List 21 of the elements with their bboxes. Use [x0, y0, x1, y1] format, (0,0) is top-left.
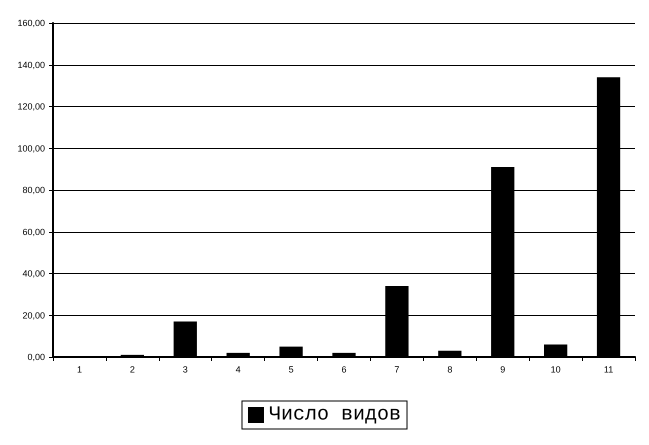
x-tick-label: 11: [604, 364, 614, 374]
x-tick-label: 8: [447, 364, 452, 374]
y-tick-label: 20,00: [22, 310, 45, 320]
y-tick-label: 140,00: [17, 60, 45, 70]
x-tick-label: 4: [236, 364, 241, 374]
x-tick-label: 1: [76, 364, 82, 374]
y-tick-label: 120,00: [17, 102, 45, 112]
x-tick-label: 3: [182, 364, 188, 374]
y-tick-label: 160,00: [17, 18, 45, 28]
x-tick-label: 10: [550, 364, 561, 374]
x-tick-label: 9: [500, 364, 506, 374]
y-tick-label: 100,00: [17, 143, 45, 154]
x-tick-label: 2: [130, 364, 135, 374]
y-tick-label: 0,00: [27, 352, 45, 362]
x-tick-label: 7: [394, 364, 400, 374]
x-tick-label: 5: [288, 364, 294, 374]
y-tick-label: 60,00: [22, 226, 45, 237]
y-tick-label: 40,00: [22, 268, 45, 278]
legend-label: Число видов: [268, 404, 402, 426]
x-tick-label: 6: [341, 364, 347, 374]
y-tick-label: 80,00: [22, 185, 45, 195]
